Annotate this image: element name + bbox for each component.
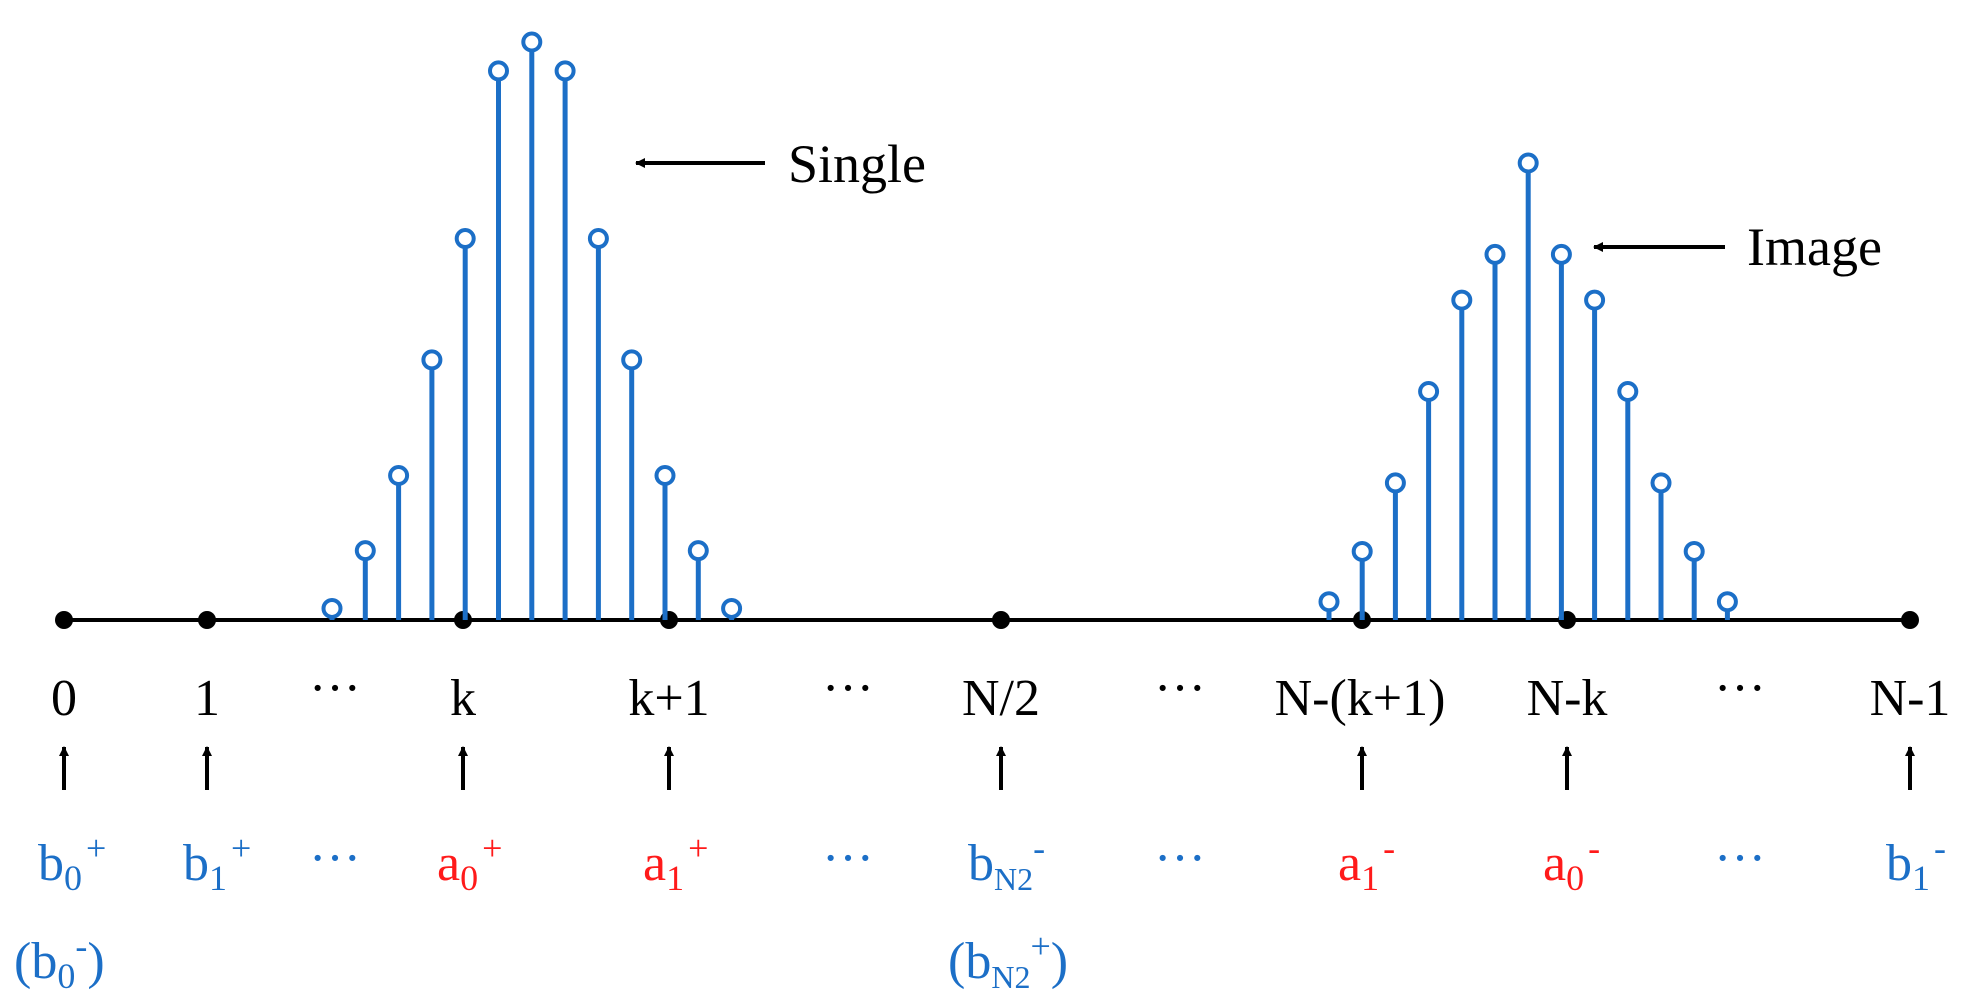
coef-bn2-plus-lparen: ( <box>948 933 965 990</box>
axis-dot-n1 <box>1901 611 1919 629</box>
image-stem-marker <box>1617 381 1639 402</box>
coef-a0-minus-sub: 0 <box>1566 858 1584 898</box>
coef-b1-minus-sub: 1 <box>1912 858 1930 898</box>
coef-b1-minus-sup: - <box>1934 828 1946 868</box>
image-stem-marker <box>1517 152 1539 174</box>
tick-label-n-minus-1: N-1 <box>1870 670 1951 727</box>
coef-b1-plus-sub: 1 <box>209 858 227 898</box>
axis-dot-1 <box>198 611 216 629</box>
axis-dot-n2 <box>992 611 1010 629</box>
single-stem-marker <box>721 597 743 619</box>
single-annotation: Single <box>788 134 926 194</box>
image-stem-marker <box>1384 472 1406 494</box>
coef-a1-minus: a1- <box>1338 828 1395 898</box>
coef-a1-plus-sup: + <box>688 828 708 868</box>
coef-b0-minus-sub: 0 <box>57 956 75 996</box>
coef-ellipsis-2: ··· <box>822 830 874 887</box>
single-stem-marker <box>488 60 509 82</box>
coef-b0-minus-lparen: ( <box>14 933 31 990</box>
single-stem-marker <box>621 349 643 371</box>
coef-b0-minus-base: b <box>31 933 57 990</box>
coef-bn2-plus-rparen: ) <box>1051 933 1068 990</box>
coef-a1-plus: a1+ <box>643 828 708 898</box>
coef-b0-minus-sup: - <box>75 926 87 966</box>
coef-bn2-plus-sup: + <box>1030 926 1050 966</box>
image-stem-marker <box>1451 289 1473 311</box>
coef-b0-plus: b0+ <box>38 828 106 898</box>
coef-a0-plus-sup: + <box>482 828 502 868</box>
single-stem-marker <box>388 465 410 486</box>
single-spectrum-stems <box>321 31 743 620</box>
single-stem-marker <box>521 31 543 53</box>
tick-label-1: 1 <box>194 670 220 727</box>
up-arrows <box>59 746 1915 790</box>
coef-a0-minus-sup: - <box>1588 828 1600 868</box>
coef-ellipsis-1: ··· <box>309 830 361 887</box>
coef-ellipsis-4: ··· <box>1714 830 1766 887</box>
coef-bn2-minus: bN2- <box>968 828 1045 897</box>
image-stem-marker <box>1683 540 1705 562</box>
single-stem-marker <box>654 465 676 486</box>
tick-label-k-plus-1: k+1 <box>628 670 709 727</box>
image-stem-marker <box>1584 289 1606 311</box>
coef-bn2-plus-sub: N2 <box>991 959 1030 995</box>
tick-label-n-minus-k: N-k <box>1527 670 1608 727</box>
coef-b1-minus: b1- <box>1886 828 1946 898</box>
coef-b0-plus-base: b <box>38 835 64 892</box>
coef-b1-plus: b1+ <box>183 828 251 898</box>
coef-bn2-minus-sub: N2 <box>994 861 1033 897</box>
coef-b1-plus-sup: + <box>231 828 251 868</box>
coef-a0-minus: a0- <box>1543 828 1600 898</box>
image-annotation: Image <box>1747 217 1882 277</box>
single-stem-marker <box>454 228 476 250</box>
coef-a1-minus-sup: - <box>1383 828 1395 868</box>
image-stem-marker <box>1650 472 1672 494</box>
single-stem-marker <box>587 228 609 250</box>
tick-label-k: k <box>450 670 476 727</box>
image-stem-marker <box>1484 243 1506 265</box>
tick-ellipsis-3: ··· <box>1154 660 1206 717</box>
axis-dot-0 <box>55 611 73 629</box>
single-stem-marker <box>321 597 343 619</box>
coef-b0-plus-sub: 0 <box>64 858 82 898</box>
coef-a0-minus-base: a <box>1543 835 1566 892</box>
coef-bn2-minus-sup: - <box>1033 828 1045 868</box>
coef-a0-plus-sub: 0 <box>460 858 478 898</box>
coef-b1-minus-base: b <box>1886 835 1912 892</box>
tick-label-0: 0 <box>51 670 77 727</box>
tick-label-n-minus-k-plus-1: N-(k+1) <box>1275 670 1446 727</box>
coef-b1-plus-base: b <box>183 835 209 892</box>
coef-a1-plus-base: a <box>643 835 666 892</box>
single-stem-marker <box>354 540 376 562</box>
coef-bn2-plus-base: b <box>965 933 991 990</box>
image-stem-marker <box>1418 381 1440 402</box>
image-stem-marker <box>1351 540 1373 562</box>
coef-a1-plus-sub: 1 <box>666 858 684 898</box>
tick-ellipsis-1: ··· <box>309 660 361 717</box>
tick-label-n-half: N/2 <box>962 670 1040 727</box>
image-spectrum-stems <box>1318 152 1738 620</box>
coef-b0-minus-rparen: ) <box>87 933 104 990</box>
single-stem-marker <box>687 540 709 562</box>
coefficient-labels: b0+ (b0-) b1+ ··· a0+ a1+ ··· bN2- (bN2+… <box>14 828 1946 996</box>
coef-a0-plus: a0+ <box>437 828 502 898</box>
tick-ellipsis-2: ··· <box>822 660 874 717</box>
image-stem-marker <box>1550 243 1572 265</box>
coef-b0-plus-sup: + <box>86 828 106 868</box>
image-stem-marker <box>1318 591 1340 613</box>
coef-bn2-minus-base: b <box>968 835 994 892</box>
image-stem-marker <box>1716 591 1738 613</box>
coef-bn2-plus: (bN2+) <box>948 926 1068 995</box>
coef-a0-plus-base: a <box>437 835 460 892</box>
coef-b0-minus: (b0-) <box>14 926 105 996</box>
coef-ellipsis-3: ··· <box>1154 830 1206 887</box>
coef-a1-minus-sub: 1 <box>1361 858 1379 898</box>
tick-ellipsis-4: ··· <box>1714 660 1766 717</box>
tick-labels: 0 1 ··· k k+1 ··· N/2 ··· N-(k+1) N-k ··… <box>51 660 1950 727</box>
coef-a1-minus-base: a <box>1338 835 1361 892</box>
single-stem-marker <box>421 349 443 371</box>
single-stem-marker <box>554 60 576 82</box>
